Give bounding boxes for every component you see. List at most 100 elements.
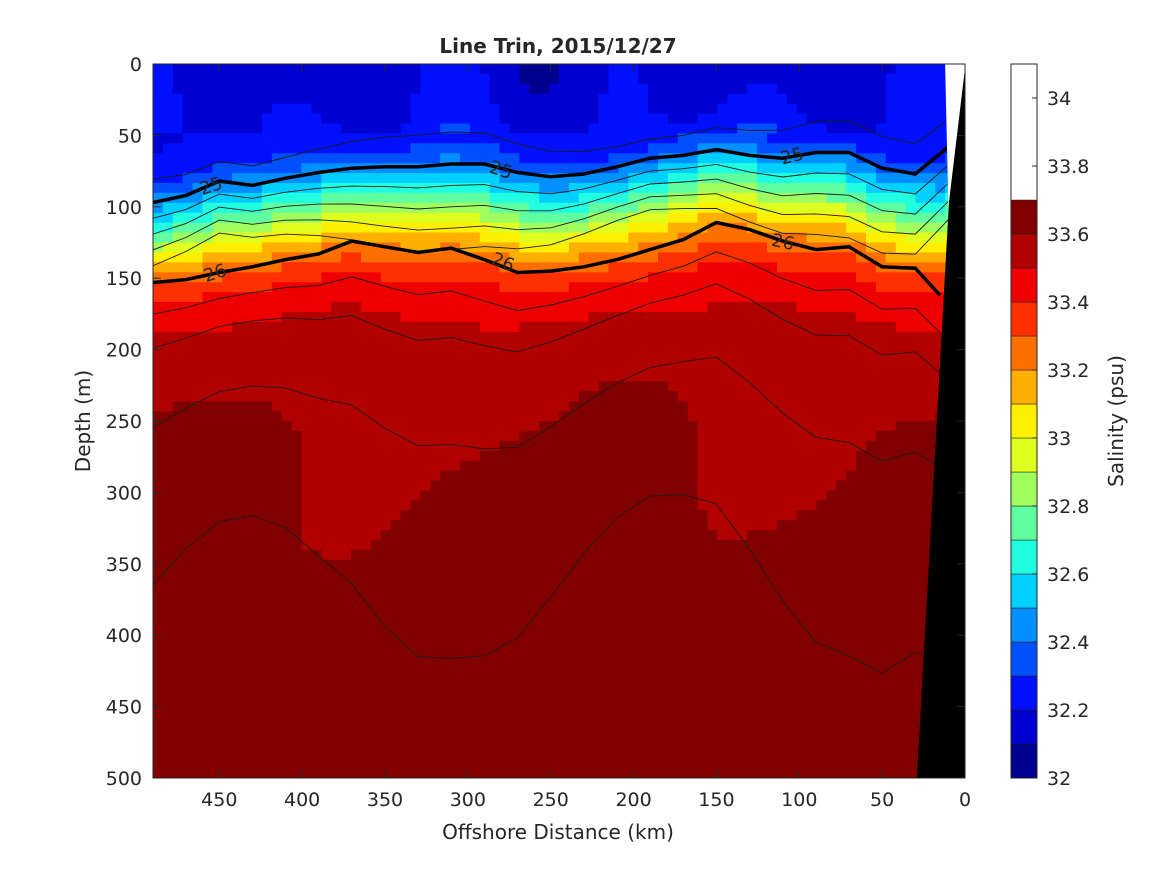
salinity-cell	[648, 678, 659, 690]
salinity-cell	[568, 192, 580, 204]
salinity-cell	[232, 391, 243, 402]
salinity-cell	[677, 192, 689, 204]
salinity-cell	[568, 93, 580, 105]
salinity-cell	[628, 331, 639, 343]
salinity-cell	[212, 698, 223, 710]
salinity-cell	[677, 579, 689, 591]
salinity-cell	[271, 222, 283, 234]
salinity-cell	[816, 599, 827, 610]
salinity-cell	[776, 242, 788, 253]
salinity-cell	[192, 480, 204, 491]
salinity-cell	[628, 371, 639, 382]
salinity-cell	[410, 678, 421, 690]
salinity-cell	[162, 510, 174, 521]
salinity-cell	[212, 688, 223, 700]
salinity-cell	[767, 64, 778, 75]
salinity-cell	[311, 688, 322, 700]
salinity-cell	[588, 292, 600, 303]
salinity-cell	[331, 599, 342, 610]
salinity-cell	[618, 430, 629, 442]
salinity-cell	[598, 698, 610, 710]
salinity-cell	[450, 549, 461, 561]
salinity-cell	[539, 93, 550, 105]
salinity-cell	[717, 589, 728, 601]
salinity-cell	[499, 371, 511, 382]
salinity-cell	[618, 768, 629, 778]
salinity-cell	[469, 133, 481, 144]
salinity-cell	[252, 698, 263, 710]
salinity-cell	[291, 381, 303, 392]
salinity-cell	[826, 540, 837, 551]
salinity-cell	[321, 192, 332, 204]
salinity-cell	[420, 450, 431, 462]
salinity-cell	[479, 728, 491, 739]
salinity-cell	[162, 609, 174, 620]
salinity-cell	[568, 549, 580, 561]
salinity-cell	[430, 748, 441, 759]
salinity-cell	[707, 629, 718, 640]
salinity-cell	[232, 113, 243, 125]
salinity-cell	[539, 500, 550, 511]
salinity-cell	[727, 202, 738, 214]
salinity-cell	[806, 668, 818, 680]
salinity-cell	[568, 371, 580, 382]
salinity-cell	[786, 728, 798, 739]
salinity-cell	[380, 490, 392, 501]
salinity-cell	[202, 500, 213, 511]
salinity-cell	[469, 331, 481, 343]
salinity-cell	[331, 530, 342, 541]
salinity-cell	[361, 361, 372, 372]
salinity-cell	[806, 460, 818, 472]
salinity-cell	[212, 768, 223, 778]
salinity-cell	[370, 738, 382, 749]
salinity-cell	[499, 500, 511, 511]
salinity-cell	[252, 668, 263, 680]
salinity-cell	[192, 202, 204, 214]
salinity-cell	[440, 292, 451, 303]
salinity-cell	[628, 93, 639, 105]
salinity-cell	[499, 678, 511, 690]
salinity-cell	[816, 222, 827, 234]
salinity-cell	[717, 242, 728, 253]
salinity-cell	[192, 619, 204, 630]
salinity-cell	[321, 510, 332, 521]
salinity-cell	[281, 381, 293, 392]
salinity-cell	[202, 73, 213, 85]
salinity-cell	[776, 629, 788, 640]
salinity-cell	[390, 202, 402, 214]
salinity-cell	[786, 212, 798, 224]
salinity-cell	[410, 668, 421, 680]
salinity-cell	[192, 64, 204, 75]
salinity-cell	[826, 520, 837, 531]
salinity-cell	[261, 341, 273, 353]
salinity-cell	[529, 510, 540, 521]
salinity-cell	[291, 242, 303, 253]
salinity-cell	[578, 520, 590, 531]
salinity-cell	[212, 678, 223, 690]
salinity-cell	[549, 242, 560, 253]
salinity-cell	[747, 411, 758, 422]
salinity-cell	[767, 252, 778, 263]
salinity-cell	[212, 520, 223, 531]
salinity-cell	[568, 430, 580, 442]
salinity-cell	[351, 173, 362, 184]
salinity-cell	[826, 728, 837, 739]
salinity-cell	[153, 430, 164, 442]
salinity-cell	[767, 698, 778, 710]
salinity-cell	[380, 629, 392, 640]
salinity-cell	[727, 649, 738, 660]
salinity-cell	[479, 123, 491, 134]
salinity-cell	[460, 530, 471, 541]
salinity-cell	[509, 73, 520, 85]
salinity-cell	[776, 450, 788, 462]
salinity-cell	[658, 183, 669, 194]
salinity-cell	[361, 659, 372, 670]
salinity-cell	[727, 728, 738, 739]
salinity-cell	[509, 698, 520, 710]
salinity-cell	[559, 143, 570, 154]
salinity-cell	[618, 579, 629, 591]
salinity-cell	[796, 103, 808, 115]
salinity-cell	[588, 212, 600, 224]
salinity-cell	[271, 292, 283, 303]
salinity-cell	[806, 123, 818, 134]
